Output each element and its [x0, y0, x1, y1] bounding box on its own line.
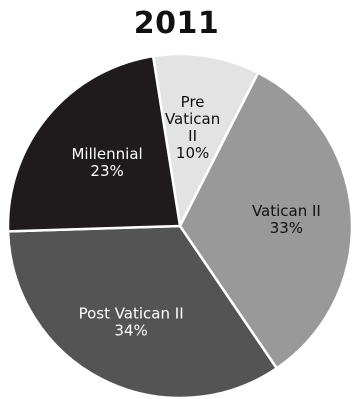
slice-value-label: 10%	[176, 144, 209, 162]
pie-slices	[6, 52, 353, 399]
slice-name-label: Vatican	[165, 110, 220, 128]
slice-name-label: Vatican II	[252, 202, 321, 220]
slice-name-label: II	[188, 127, 197, 145]
slice-label-1: Pre Vatican II 10%	[165, 93, 220, 162]
slice-name-label: Millennial	[71, 145, 142, 163]
pie-slice-4	[6, 54, 182, 233]
chart-title: 2011	[133, 6, 220, 41]
slice-value-label: 23%	[90, 162, 123, 180]
slice-label-2: Vatican II 33%	[252, 202, 321, 237]
slice-value-label: 33%	[270, 219, 303, 237]
pie-slice-3	[6, 224, 278, 399]
slice-value-label: 34%	[114, 322, 147, 340]
slice-label-4: Millennial 23%	[71, 145, 142, 180]
pie-slice-2	[178, 71, 353, 370]
slice-name-label: Pre	[181, 93, 205, 111]
slice-name-label: Post Vatican II	[79, 305, 184, 323]
pie-labels: Pre Vatican II 10%Vatican II 33%Post Vatican…	[71, 93, 320, 340]
pie-slice-1	[151, 52, 260, 228]
slice-label-3: Post Vatican II 34%	[79, 305, 184, 340]
